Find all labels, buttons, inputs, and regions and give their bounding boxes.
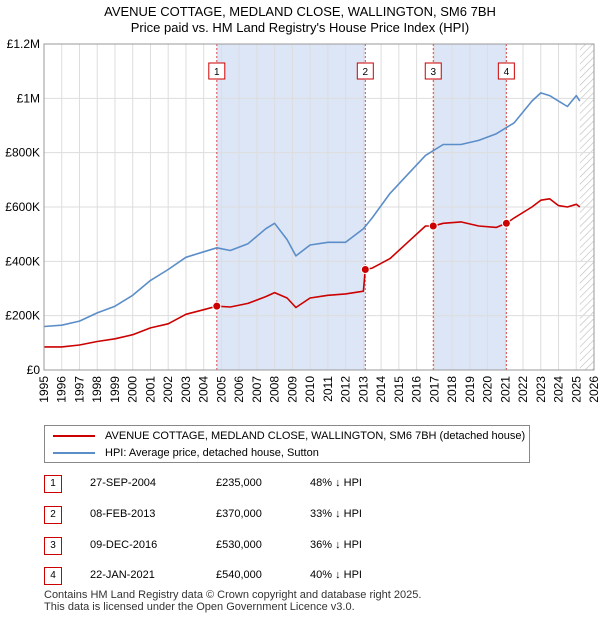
sale-point — [428, 221, 438, 231]
x-tick-label: 1999 — [108, 376, 122, 403]
sale-number-label: 1 — [214, 67, 220, 78]
plot-frame — [43, 43, 595, 371]
y-tick-label: £200K — [5, 309, 40, 323]
legend: AVENUE COTTAGE, MEDLAND CLOSE, WALLINGTO… — [44, 425, 530, 463]
chart-title-line1: AVENUE COTTAGE, MEDLAND CLOSE, WALLINGTO… — [104, 4, 496, 19]
x-tick-label: 1996 — [55, 376, 69, 403]
sale-number-box — [424, 62, 442, 80]
x-tick-label: 2026 — [587, 376, 600, 403]
transaction-row: 4 22-JAN-2021 £540,000 40% ↓ HPI — [44, 566, 564, 586]
x-tick-label: 2003 — [179, 376, 193, 403]
sale-number-box — [497, 62, 515, 80]
x-tick-label: 1995 — [37, 376, 51, 403]
x-tick-label: 2019 — [463, 376, 477, 403]
transaction-date: 22-JAN-2021 — [90, 569, 155, 581]
x-tick-label: 2013 — [356, 376, 370, 403]
x-tick-label: 2025 — [569, 376, 583, 403]
transaction-number-badge: 1 — [44, 475, 62, 493]
property-price-line — [44, 198, 581, 348]
x-tick-label: 2021 — [498, 376, 512, 403]
transaction-number-badge: 3 — [44, 537, 62, 555]
sale-point — [360, 264, 370, 274]
transaction-price: £530,000 — [216, 539, 262, 551]
legend-item-property: AVENUE COTTAGE, MEDLAND CLOSE, WALLINGTO… — [53, 428, 525, 444]
y-tick-label: £1M — [17, 91, 40, 105]
x-tick-label: 2010 — [303, 376, 317, 403]
transaction-hpi-diff: 36% ↓ HPI — [310, 539, 362, 551]
transaction-price: £235,000 — [216, 477, 262, 489]
transaction-hpi-diff: 33% ↓ HPI — [310, 508, 362, 520]
x-tick-label: 2015 — [392, 376, 406, 403]
y-tick-label: £600K — [5, 200, 40, 214]
legend-swatch-hpi — [53, 452, 95, 454]
x-tick-label: 1998 — [90, 376, 104, 403]
transaction-number-badge: 2 — [44, 506, 62, 524]
x-tick-label: 2006 — [232, 376, 246, 403]
transaction-date: 09-DEC-2016 — [90, 539, 158, 551]
transaction-number-badge: 4 — [44, 567, 62, 585]
y-tick-label: £400K — [5, 254, 40, 268]
y-tick-label: £800K — [5, 146, 40, 160]
x-tick-label: 2024 — [552, 376, 566, 403]
transaction-date: 08-FEB-2013 — [90, 508, 156, 520]
transaction-price: £540,000 — [216, 569, 262, 581]
x-tick-label: 2000 — [126, 376, 140, 403]
x-tick-label: 2004 — [197, 376, 211, 403]
legend-label-property: AVENUE COTTAGE, MEDLAND CLOSE, WALLINGTO… — [105, 430, 526, 442]
legend-swatch-property — [53, 435, 95, 437]
x-tick-label: 1997 — [72, 376, 86, 403]
x-tick-label: 2014 — [374, 376, 388, 403]
x-tick-label: 2008 — [268, 376, 282, 403]
chart-subtitle: Price paid vs. HM Land Registry's House … — [130, 20, 470, 35]
x-tick-label: 2012 — [339, 376, 353, 403]
transaction-hpi-diff: 48% ↓ HPI — [310, 477, 362, 489]
transaction-price: £370,000 — [216, 508, 262, 520]
footer-licence: This data is licensed under the Open Gov… — [44, 601, 355, 613]
x-tick-label: 2001 — [143, 376, 157, 403]
x-tick-label: 2007 — [250, 376, 264, 403]
x-tick-label: 2017 — [427, 376, 441, 403]
transaction-row: 3 09-DEC-2016 £530,000 36% ↓ HPI — [44, 536, 564, 556]
x-tick-label: 2020 — [481, 376, 495, 403]
x-tick-label: 2016 — [410, 376, 424, 403]
hpi-line — [43, 92, 581, 328]
x-tick-label: 2022 — [516, 376, 530, 403]
sale-number-label: 3 — [430, 67, 436, 78]
sale-number-label: 4 — [504, 67, 510, 78]
sale-point — [501, 218, 511, 228]
transaction-row: 1 27-SEP-2004 £235,000 48% ↓ HPI — [44, 474, 564, 494]
sale-number-box — [208, 62, 226, 80]
y-tick-label: £1.2M — [7, 37, 40, 51]
legend-label-hpi: HPI: Average price, detached house, Sutt… — [105, 447, 319, 459]
x-tick-label: 2002 — [161, 376, 175, 403]
x-tick-label: 2011 — [321, 376, 335, 402]
sale-point — [212, 301, 222, 311]
x-tick-label: 2005 — [214, 376, 228, 403]
x-tick-label: 2023 — [534, 376, 548, 403]
price-chart: 1 2 3 4 £0 £200K £400K £600K £800K £1M £1.2M 1995 1… — [5, 37, 600, 403]
x-tick-label: 2009 — [285, 376, 299, 403]
footer-copyright: Contains HM Land Registry data © Crown c… — [44, 589, 422, 601]
transaction-hpi-diff: 40% ↓ HPI — [310, 569, 362, 581]
sale-number-box — [356, 62, 374, 80]
transaction-date: 27-SEP-2004 — [90, 477, 157, 489]
transaction-row: 2 08-FEB-2013 £370,000 33% ↓ HPI — [44, 505, 564, 525]
x-tick-label: 2018 — [445, 376, 459, 403]
footer: Contains HM Land Registry data © Crown c… — [44, 589, 421, 613]
legend-item-hpi: HPI: Average price, detached house, Sutt… — [53, 445, 319, 461]
y-tick-label: £0 — [27, 363, 41, 377]
sale-number-label: 2 — [363, 67, 369, 78]
